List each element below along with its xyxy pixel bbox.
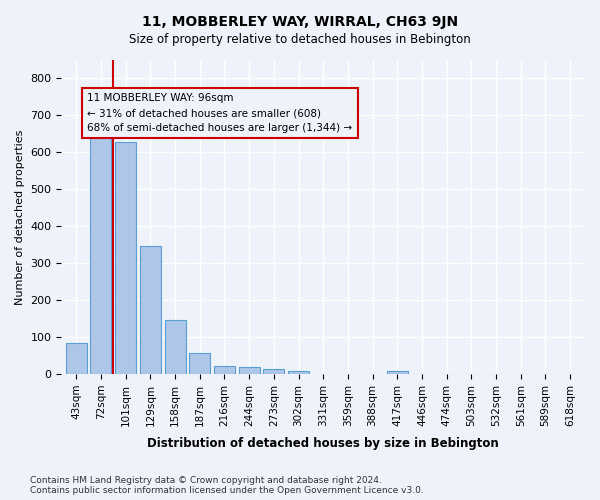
Bar [239, 368, 260, 374]
X-axis label: Distribution of detached houses by size in Bebington: Distribution of detached houses by size … [148, 437, 499, 450]
Text: Size of property relative to detached houses in Bebington: Size of property relative to detached ho… [129, 32, 471, 46]
Bar [214, 366, 235, 374]
Bar [140, 246, 161, 374]
Bar [115, 142, 136, 374]
Bar [288, 371, 309, 374]
Y-axis label: Number of detached properties: Number of detached properties [15, 130, 25, 304]
Bar [66, 344, 87, 374]
Bar [164, 320, 185, 374]
Text: 11 MOBBERLEY WAY: 96sqm
← 31% of detached houses are smaller (608)
68% of semi-d: 11 MOBBERLEY WAY: 96sqm ← 31% of detache… [88, 94, 352, 133]
Bar [189, 352, 210, 374]
Bar [387, 371, 408, 374]
Bar [263, 369, 284, 374]
Bar [91, 130, 112, 374]
Text: Contains HM Land Registry data © Crown copyright and database right 2024.
Contai: Contains HM Land Registry data © Crown c… [30, 476, 424, 495]
Text: 11, MOBBERLEY WAY, WIRRAL, CH63 9JN: 11, MOBBERLEY WAY, WIRRAL, CH63 9JN [142, 15, 458, 29]
